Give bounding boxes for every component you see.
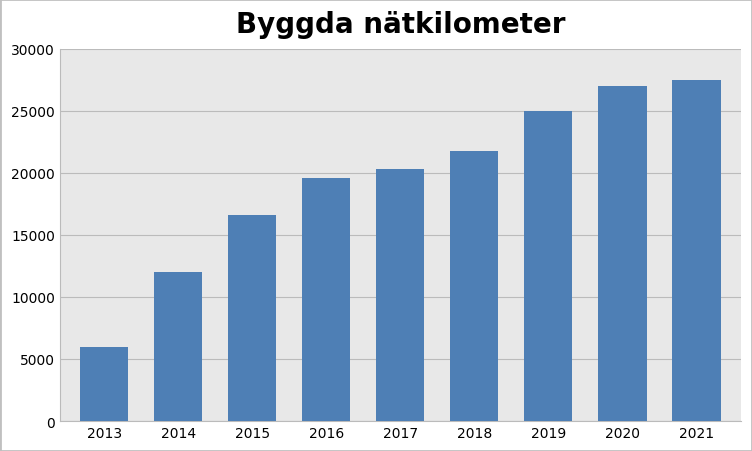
Bar [80,347,129,421]
Bar [672,81,720,421]
Bar [302,179,350,421]
Title: Byggda nätkilometer: Byggda nätkilometer [235,11,565,39]
Bar [229,216,277,421]
Bar [524,111,572,421]
Bar [154,272,202,421]
Bar [450,151,499,421]
Bar [376,170,424,421]
Bar [599,87,647,421]
